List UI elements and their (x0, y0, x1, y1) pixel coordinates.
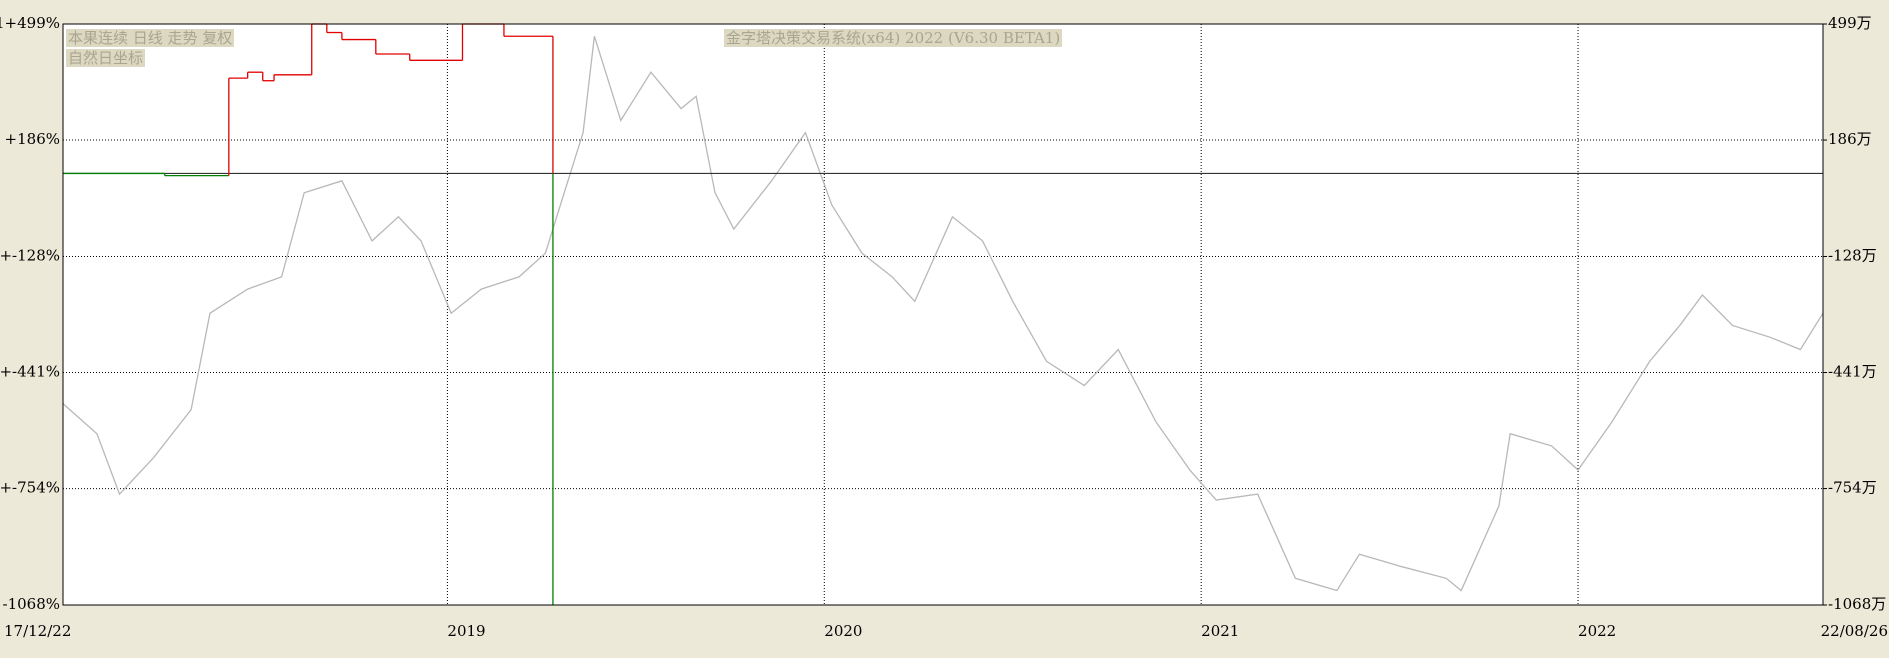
x-tick-label: 2022 (1578, 622, 1616, 640)
symbol-info: 本果连续 日线 走势 复权 (66, 29, 235, 47)
y-tick-label: +-128% (0, 246, 60, 264)
y-tick-label: +-754% (0, 479, 60, 497)
y2-tick-label: -128万 (1828, 246, 1877, 264)
y2-tick-label: -441万 (1828, 363, 1877, 381)
x-tick-label: 2019 (447, 622, 485, 640)
y-tick-label: +186% (5, 130, 60, 148)
y2-tick-label: 499万 (1828, 14, 1872, 32)
x-tick-label: 17/12/22 (4, 622, 71, 640)
y-tick-label: 1+499% (0, 14, 60, 32)
x-tick-label: 22/08/26 (1821, 622, 1888, 640)
x-tick-label: 2020 (824, 622, 862, 640)
y-tick-label: +-441% (0, 363, 60, 381)
y2-tick-label: -754万 (1828, 479, 1877, 497)
x-tick-label: 2021 (1201, 622, 1239, 640)
price-line (62, 36, 1824, 592)
plot-area (63, 24, 1823, 605)
y2-tick-label: 186万 (1828, 130, 1872, 148)
axis-mode: 自然日坐标 (66, 49, 146, 67)
plot-frame (62, 23, 1824, 606)
y-tick-label: -1068% (3, 595, 61, 613)
app-title: 金字塔决策交易系统(x64) 2022 (V6.30 BETA1) (724, 29, 1063, 47)
y2-tick-label: -1068万 (1828, 595, 1886, 613)
